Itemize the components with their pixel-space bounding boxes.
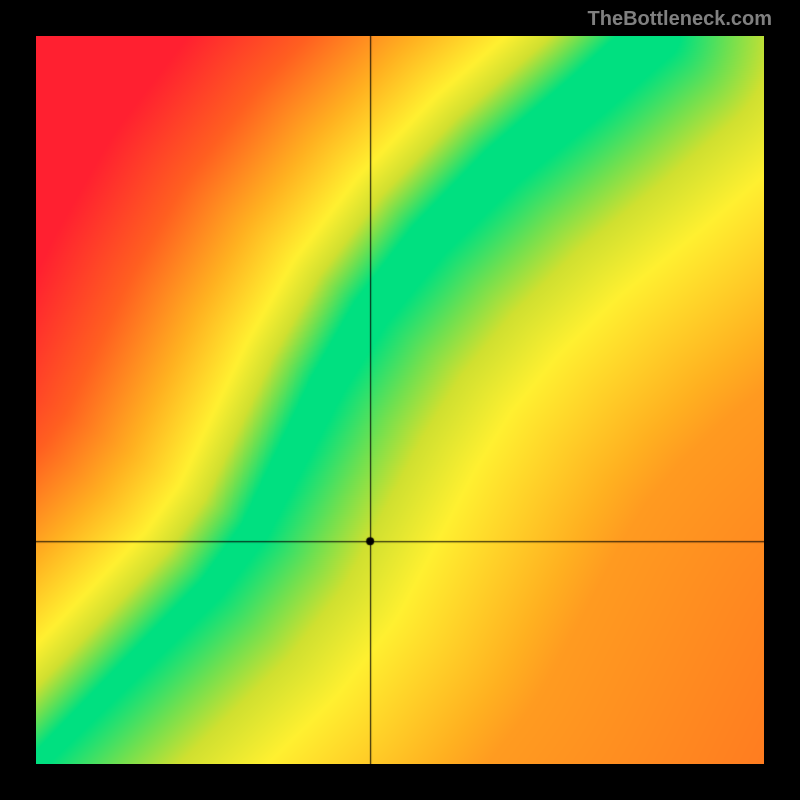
bottleneck-heatmap [36, 36, 764, 764]
watermark-text: TheBottleneck.com [588, 8, 772, 31]
